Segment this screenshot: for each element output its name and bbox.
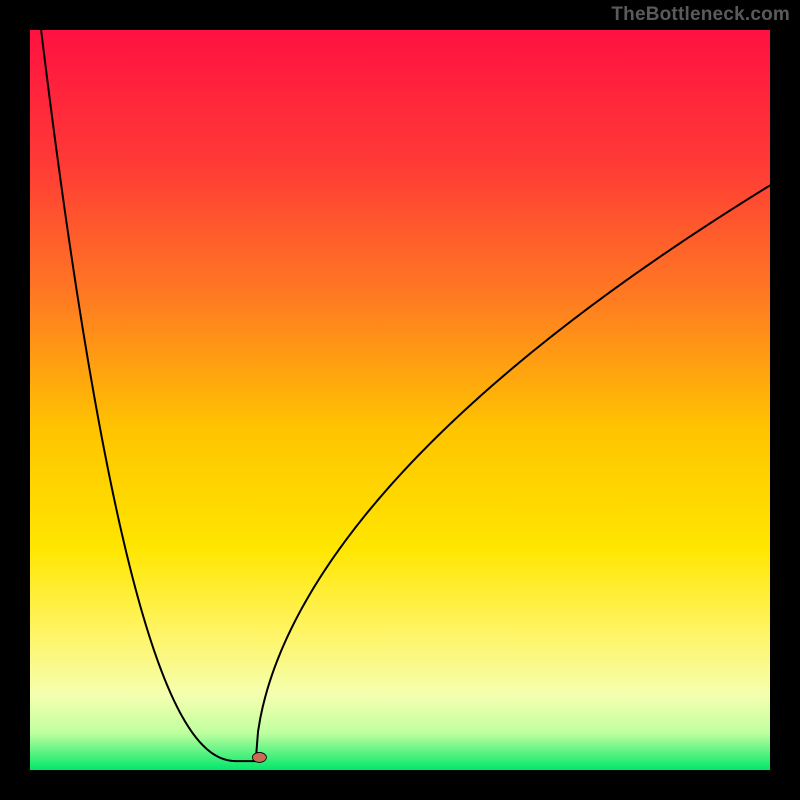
chart-container: { "watermark": { "text": "TheBottleneck.… <box>0 0 800 800</box>
optimal-point-marker <box>252 752 266 762</box>
plot-background <box>30 30 770 770</box>
watermark-label: TheBottleneck.com <box>611 4 790 26</box>
bottleneck-chart <box>0 0 800 800</box>
